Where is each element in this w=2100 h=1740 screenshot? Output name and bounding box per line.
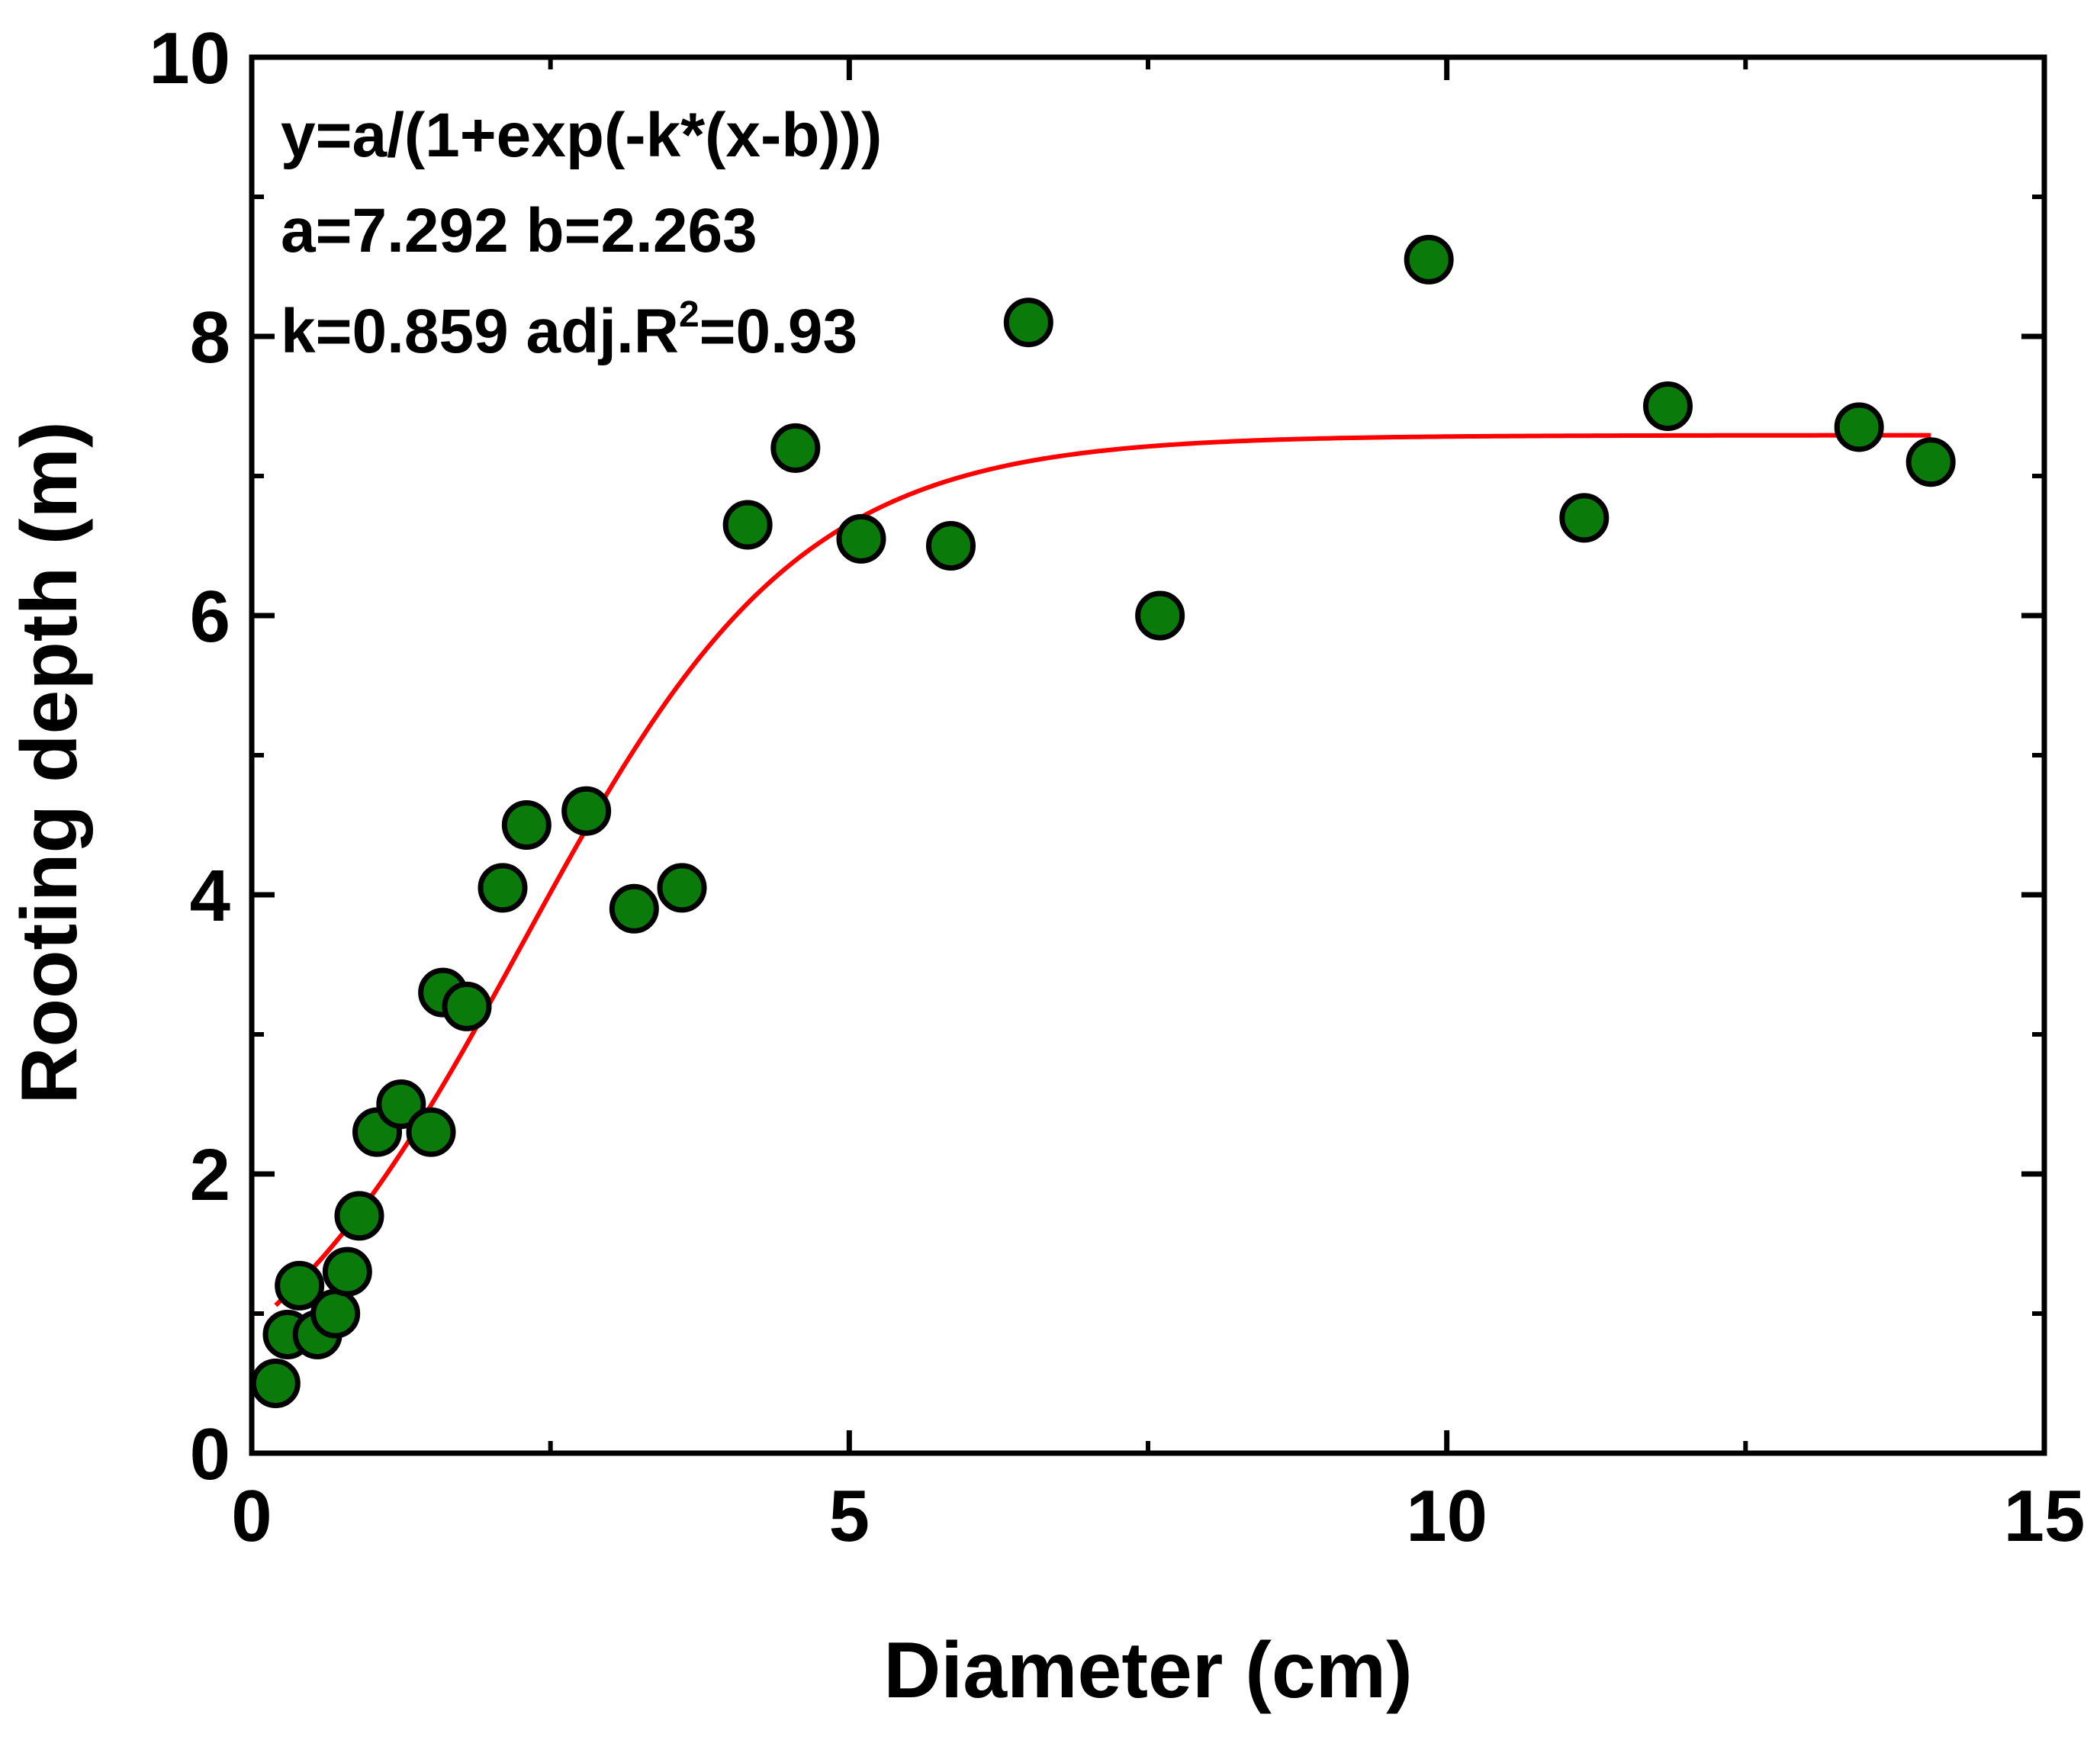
data-point bbox=[275, 1260, 325, 1311]
y-tick-label: 4 bbox=[190, 855, 230, 937]
data-point bbox=[1834, 402, 1884, 452]
data-point bbox=[926, 521, 976, 571]
data-point bbox=[442, 981, 492, 1031]
x-tick-label: 10 bbox=[1406, 1475, 1487, 1557]
annotation-params-k-r2: k=0.859 adj.R2=0.93 bbox=[281, 294, 857, 366]
data-point bbox=[250, 1359, 301, 1408]
x-axis-title: Diameter (cm) bbox=[883, 1626, 1413, 1715]
tick-labels: 0 5 10 15 0 2 4 6 8 10 bbox=[149, 18, 2085, 1557]
data-point bbox=[1404, 234, 1454, 285]
fit-annotation: y=a/(1+exp(-k*(x-b))) a=7.292 b=2.263 k=… bbox=[281, 101, 882, 366]
y-tick-label: 2 bbox=[190, 1134, 230, 1216]
data-point bbox=[376, 1079, 426, 1129]
x-tick-label: 0 bbox=[231, 1475, 272, 1557]
data-point bbox=[478, 863, 528, 913]
data-point bbox=[501, 800, 552, 850]
annotation-r2-value: =0.93 bbox=[699, 297, 857, 366]
y-axis-title: Rooting depth (m) bbox=[5, 421, 94, 1104]
data-point bbox=[334, 1191, 384, 1241]
annotation-k-prefix: k=0.859 adj.R bbox=[281, 297, 679, 366]
data-point bbox=[836, 513, 886, 564]
data-point bbox=[1135, 590, 1185, 641]
data-point bbox=[770, 423, 821, 473]
data-point bbox=[1003, 298, 1053, 348]
data-point bbox=[1905, 437, 1956, 487]
y-tick-label: 0 bbox=[190, 1414, 230, 1495]
y-tick-label: 6 bbox=[190, 576, 230, 658]
annotation-params-ab: a=7.292 b=2.263 bbox=[281, 196, 757, 265]
x-tick-label: 15 bbox=[2004, 1475, 2086, 1557]
y-tick-label: 8 bbox=[190, 297, 230, 378]
data-point bbox=[322, 1246, 372, 1297]
data-point bbox=[406, 1107, 456, 1157]
data-point bbox=[1643, 381, 1693, 431]
data-point bbox=[310, 1288, 361, 1339]
x-tick-label: 5 bbox=[829, 1475, 870, 1557]
y-tick-label: 10 bbox=[149, 18, 230, 99]
data-points bbox=[250, 234, 1956, 1408]
annotation-r2-superscript: 2 bbox=[679, 294, 699, 335]
data-point bbox=[657, 863, 707, 913]
data-point bbox=[609, 883, 659, 934]
axis-ticks bbox=[249, 54, 2047, 1456]
data-point bbox=[722, 500, 773, 550]
data-point bbox=[1559, 493, 1610, 543]
fit-curve bbox=[274, 433, 1931, 1307]
annotation-equation: y=a/(1+exp(-k*(x-b))) bbox=[281, 101, 882, 170]
data-point bbox=[561, 786, 612, 836]
